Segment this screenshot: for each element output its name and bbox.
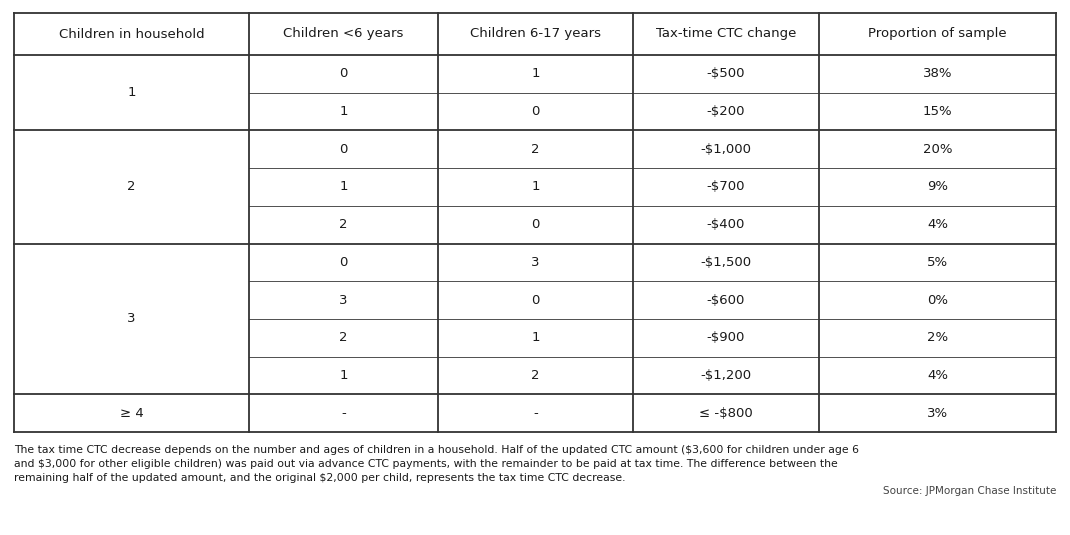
Text: 2%: 2% [927, 331, 948, 344]
Text: 4%: 4% [927, 218, 948, 231]
Text: 5%: 5% [927, 256, 948, 269]
Text: 20%: 20% [922, 143, 952, 156]
Text: 0%: 0% [927, 294, 948, 307]
Text: The tax time CTC decrease depends on the number and ages of children in a househ: The tax time CTC decrease depends on the… [14, 445, 859, 455]
Text: -$200: -$200 [707, 105, 745, 118]
Text: 1: 1 [531, 180, 539, 194]
Text: 3: 3 [127, 312, 136, 325]
Text: and $3,000 for other eligible children) was paid out via advance CTC payments, w: and $3,000 for other eligible children) … [14, 459, 838, 469]
Text: 0: 0 [532, 105, 539, 118]
Text: 3%: 3% [927, 407, 948, 419]
Text: 3: 3 [339, 294, 348, 307]
Text: ≥ 4: ≥ 4 [120, 407, 143, 419]
Text: 2: 2 [531, 369, 539, 382]
Text: -$900: -$900 [707, 331, 745, 344]
Text: 0: 0 [339, 67, 348, 80]
Text: Tax-time CTC change: Tax-time CTC change [656, 27, 796, 41]
Text: 1: 1 [339, 180, 348, 194]
Text: 1: 1 [339, 105, 348, 118]
Text: -: - [533, 407, 538, 419]
Text: 2: 2 [531, 143, 539, 156]
Text: -$600: -$600 [707, 294, 745, 307]
Text: Children <6 years: Children <6 years [284, 27, 403, 41]
Text: Children 6-17 years: Children 6-17 years [470, 27, 601, 41]
Text: -$1,200: -$1,200 [701, 369, 751, 382]
Text: 0: 0 [532, 294, 539, 307]
Text: -$400: -$400 [707, 218, 745, 231]
Text: remaining half of the updated amount, and the original $2,000 per child, represe: remaining half of the updated amount, an… [14, 473, 626, 483]
Text: 15%: 15% [922, 105, 952, 118]
Text: 38%: 38% [922, 67, 952, 80]
Text: 2: 2 [339, 331, 348, 344]
Text: -$500: -$500 [707, 67, 745, 80]
Text: -$1,000: -$1,000 [701, 143, 751, 156]
Text: -$700: -$700 [707, 180, 745, 194]
Text: 4%: 4% [927, 369, 948, 382]
Text: 9%: 9% [927, 180, 948, 194]
Text: Source: JPMorgan Chase Institute: Source: JPMorgan Chase Institute [883, 486, 1056, 496]
Text: 1: 1 [531, 331, 539, 344]
Text: 0: 0 [532, 218, 539, 231]
Text: Proportion of sample: Proportion of sample [868, 27, 1007, 41]
Text: 3: 3 [531, 256, 539, 269]
Text: 0: 0 [339, 256, 348, 269]
Text: 1: 1 [531, 67, 539, 80]
Text: 1: 1 [339, 369, 348, 382]
Text: 2: 2 [339, 218, 348, 231]
Text: Children in household: Children in household [59, 27, 204, 41]
Text: 1: 1 [127, 86, 136, 99]
Text: -$1,500: -$1,500 [701, 256, 751, 269]
Text: 2: 2 [127, 180, 136, 194]
Text: -: - [341, 407, 346, 419]
Text: 0: 0 [339, 143, 348, 156]
Text: ≤ -$800: ≤ -$800 [699, 407, 753, 419]
